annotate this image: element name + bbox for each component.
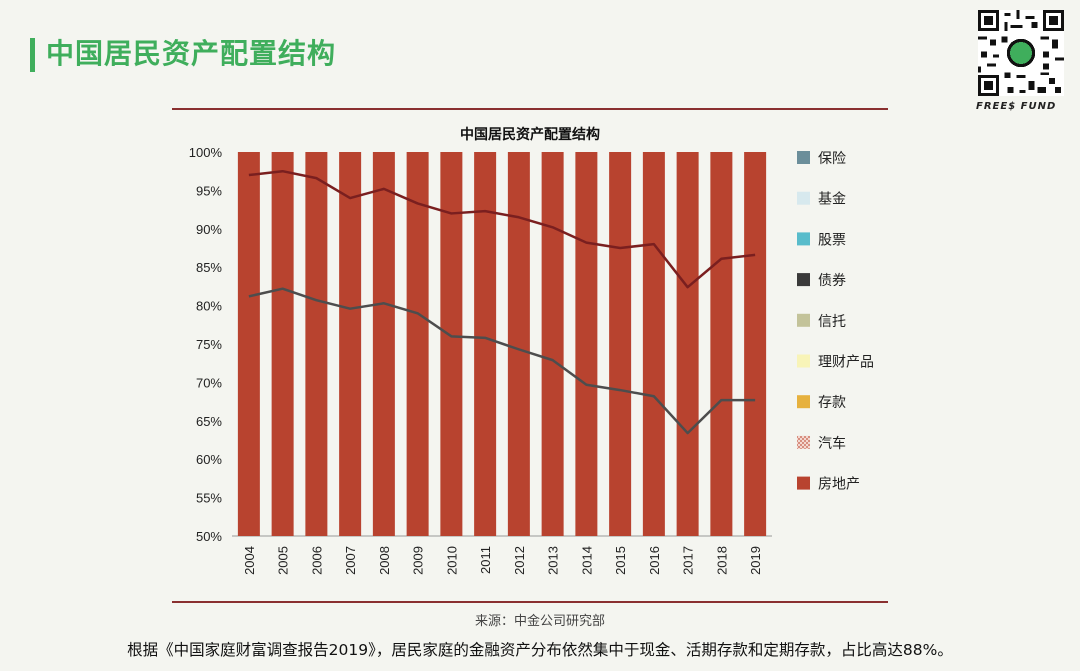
bar-房地产-2012 (507, 152, 530, 536)
bar-房地产-2010 (440, 152, 463, 536)
x-tick-label: 2017 (681, 546, 696, 575)
bar-房地产-2006 (305, 152, 328, 536)
line-非金融资产 (248, 287, 756, 435)
bar-房地产-2013 (541, 152, 564, 536)
bar-房地产-2004 (237, 152, 260, 536)
y-tick-label: 75% (196, 337, 222, 352)
caption-text: 根据《中国家庭财富调查报告2019》，居民家庭的金融资产分布依然集中于现金、活期… (127, 641, 953, 659)
x-tick-label: 2011 (478, 546, 493, 574)
qr-code-icon (978, 10, 1064, 96)
y-tick-label: 85% (196, 260, 222, 275)
legend-label: 保险 (818, 151, 846, 167)
legend-swatch-房地产 (797, 476, 810, 490)
chart-title: 中国居民资产配置结构 (460, 126, 600, 143)
bar-房地产-2019 (744, 152, 767, 536)
bottom-rule (172, 601, 888, 603)
legend-swatch-保险 (797, 151, 810, 164)
bar-房地产-2017 (676, 152, 699, 536)
x-tick-label: 2016 (647, 546, 662, 575)
bar-房地产-2008 (372, 152, 395, 536)
x-tick-label: 2006 (309, 546, 324, 575)
source-note: 来源：中金公司研究部 (474, 614, 605, 629)
x-tick-label: 2004 (242, 546, 257, 575)
legend-label: 债券 (818, 273, 846, 289)
title-accent-bar (30, 38, 35, 72)
legend-label: 基金 (818, 191, 846, 208)
y-tick-label: 60% (196, 452, 222, 467)
x-tick-label: 2015 (613, 546, 628, 575)
bar-房地产-2007 (339, 152, 362, 536)
y-tick-label: 80% (196, 299, 222, 314)
y-tick-label: 55% (196, 491, 222, 506)
top-rule (172, 108, 888, 110)
legend-swatch-债券 (797, 273, 810, 287)
bar-房地产-2015 (609, 152, 632, 536)
legend-swatch-汽车 (797, 435, 810, 449)
legend-label: 理财产品 (818, 355, 874, 371)
line-金融资产合计 (248, 169, 756, 289)
x-tick-label: 2010 (444, 546, 459, 575)
y-tick-label: 50% (196, 529, 222, 544)
legend-label: 汽车 (818, 435, 846, 452)
bar-房地产-2018 (710, 152, 733, 536)
y-tick-label: 70% (196, 375, 222, 390)
bar-房地产-2005 (271, 152, 294, 536)
legend-label: 存款 (818, 395, 846, 411)
bar-房地产-2009 (406, 152, 429, 536)
x-tick-label: 2019 (748, 546, 763, 575)
legend-swatch-信托 (797, 313, 810, 327)
legend-label: 股票 (818, 232, 846, 248)
legend-label: 信托 (818, 314, 846, 330)
x-tick-label: 2018 (714, 546, 729, 575)
x-tick-label: 2008 (377, 546, 392, 575)
page-title: 中国居民资产配置结构 (46, 37, 337, 70)
legend-label: 房地产 (818, 477, 860, 493)
y-tick-label: 65% (196, 414, 222, 429)
legend-swatch-理财产品 (797, 354, 810, 368)
x-tick-label: 2005 (276, 546, 291, 575)
y-tick-label: 95% (196, 183, 222, 198)
legend-swatch-存款 (797, 395, 810, 409)
bar-房地产-2011 (474, 152, 497, 536)
y-tick-label: 90% (196, 222, 222, 237)
legend-swatch-股票 (797, 232, 810, 246)
x-tick-label: 2014 (579, 546, 594, 575)
x-tick-label: 2009 (411, 546, 426, 575)
bar-房地产-2014 (575, 152, 598, 536)
legend-swatch-基金 (797, 191, 810, 205)
brand-logo-text: FREE$ FUND (976, 101, 1057, 112)
x-tick-label: 2007 (343, 546, 358, 575)
bar-房地产-2016 (642, 152, 665, 536)
x-tick-label: 2013 (546, 546, 561, 575)
y-tick-label: 100% (189, 145, 223, 160)
x-tick-label: 2012 (512, 546, 527, 575)
